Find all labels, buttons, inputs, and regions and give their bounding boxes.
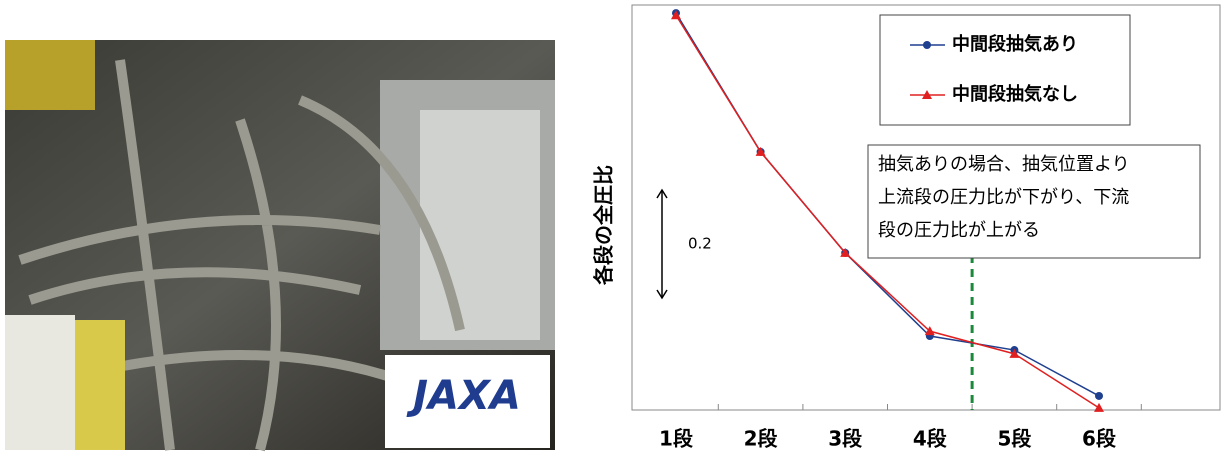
marker <box>923 41 931 49</box>
marker <box>922 90 932 99</box>
scale-arrow <box>656 188 668 300</box>
annotation: 上流段の圧力比が下がり、下流 <box>878 187 1129 208</box>
legend <box>879 14 1131 126</box>
marker <box>924 326 935 336</box>
series-line <box>675 14 1100 409</box>
annotation: 段の圧力比が上がる <box>878 220 1040 241</box>
scale-label: 0.2 <box>688 235 712 253</box>
legend-label: 中間段抽気なし <box>952 83 1078 105</box>
x-tick-label: 1段 <box>659 427 693 451</box>
annotation: 抽気ありの場合、抽気位置より <box>878 154 1130 175</box>
annotation-box <box>867 144 1201 259</box>
photo: JAXA <box>5 40 555 452</box>
logo: JAXA <box>406 373 521 419</box>
y-axis-label: 各段の全圧比 <box>592 165 616 286</box>
marker <box>755 146 766 156</box>
marker <box>1009 348 1020 358</box>
x-tick-label: 5段 <box>997 427 1031 451</box>
x-tick-label: 4段 <box>913 427 947 451</box>
marker <box>671 10 681 20</box>
legend-label: 中間段抽気あり <box>952 33 1078 55</box>
marker <box>1094 402 1104 412</box>
marker <box>840 247 851 257</box>
x-tick-label: 6段 <box>1082 427 1116 451</box>
x-tick-label: 2段 <box>744 427 778 451</box>
marker <box>1095 391 1103 400</box>
x-tick-label: 3段 <box>828 427 862 451</box>
